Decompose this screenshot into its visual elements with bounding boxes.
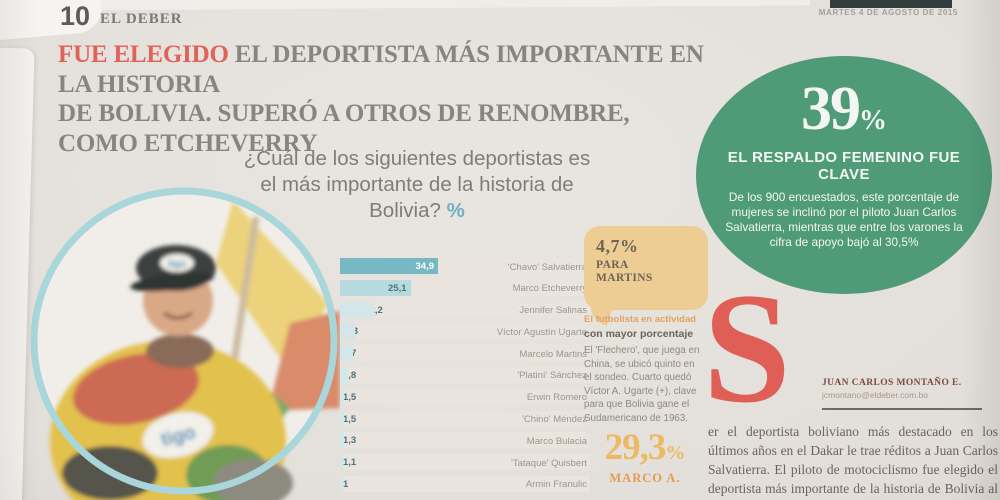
poll-category-label: 'Platiní' Sánchez — [517, 370, 587, 382]
poll-row: 1,5 'Chino' Méndez — [340, 410, 590, 427]
byline-author: JUAN CARLOS MONTAÑO E. — [822, 378, 962, 388]
poll-bar — [340, 432, 344, 449]
poll-value: 1 — [343, 478, 349, 490]
poll-unit: % — [446, 198, 465, 222]
poll-row: 5,3Víctor Agustín Ugarte — [340, 323, 590, 340]
poll-row: 25,1 Marco Etcheverry — [340, 279, 590, 296]
poll-bar — [340, 410, 345, 427]
poll-bar: 34,9 — [340, 258, 438, 274]
badge-value: 39 — [801, 75, 861, 143]
poll-category-label: Jennifer Salinas — [519, 305, 587, 317]
poll-question: ¿Cuál de los siguientes deportistas es e… — [242, 146, 592, 223]
stat-value: 29,3 — [604, 427, 667, 468]
poll-row: 4,7Marcelo Martins — [340, 345, 590, 362]
section-tab — [830, 0, 952, 8]
poll-bar — [340, 454, 344, 471]
poll-value: 25,1 — [388, 282, 407, 294]
cap-brim — [130, 272, 214, 292]
poll-category-label: Víctor Agustín Ugarte — [496, 326, 587, 338]
callout-value: 4,7% — [596, 236, 639, 256]
poll-category-label: Marco Etcheverry — [512, 283, 587, 295]
sidenote-highlight: El futbolista en actividad — [584, 314, 696, 325]
poll-category-label: 'Tataque' Quisbert — [511, 457, 587, 469]
badge-title: EL RESPALDO FEMENINO FUE CLAVE — [727, 149, 961, 184]
badge-body: De los 900 encuestados, este porcentaje … — [725, 189, 963, 250]
stat-unit: % — [665, 442, 686, 464]
poll-category-label: 'Chavo' Salvatierra — [507, 261, 587, 273]
byline-email: jcmontano@eldeber.com.bo — [822, 390, 928, 400]
poll-bar: 25,1 — [340, 279, 411, 296]
poll-row: 1,3 Marco Bulacia — [340, 432, 590, 449]
poll-category-label: Erwin Romero — [526, 392, 587, 404]
poll-row: 1 Armin Franulic — [340, 475, 590, 492]
neck-scarf — [146, 334, 214, 368]
poll-row: 2,8 'Platiní' Sánchez — [340, 366, 590, 383]
cap-logo-patch — [160, 254, 194, 272]
bottom-stat: 29,3% MARCO A. — [580, 426, 710, 486]
dateline: MARTES 4 DE AGOSTO DE 2015 — [818, 8, 958, 17]
poll-bar-chart: 34,9 'Chavo' Salvatierra 25,1 Marco Etcheve… — [340, 258, 590, 498]
poll-bar — [340, 475, 343, 492]
poll-category-label: 'Chino' Méndez — [522, 414, 587, 426]
article-body: er el deportista boliviano más destacado… — [708, 424, 998, 500]
callout-label: PARA MARTINS — [596, 259, 653, 285]
headline-line2: DE BOLIVIA. SUPERÓ A OTROS DE RENOMBRE, … — [58, 100, 630, 157]
cap-sponsor-logo: tigo — [168, 259, 186, 270]
poll-value: 1,5 — [343, 413, 357, 425]
headline-highlight: FUE ELEGIDO — [58, 41, 229, 68]
chest-logo-patch — [142, 411, 214, 459]
poll-row: 1,5 Erwin Romero — [340, 388, 590, 405]
sidenote-subtitle: con mayor porcentaje — [584, 328, 694, 341]
poll-bar — [340, 323, 355, 340]
callout-bubble: 4,7% PARA MARTINS — [584, 226, 708, 310]
poll-bar — [340, 388, 345, 405]
badge-unit: % — [859, 105, 887, 136]
headline: FUE ELEGIDO EL DEPORTISTA MÁS IMPORTANTE… — [58, 40, 713, 158]
smile — [163, 311, 193, 320]
poll-question-text: ¿Cuál de los siguientes deportistas es e… — [243, 147, 591, 222]
poll-category-label: Marcelo Martins — [519, 348, 587, 360]
headline-line1: EL DEPORTISTA MÁS IMPORTANTE EN LA HISTO… — [58, 41, 704, 98]
poll-row: 12,2Jennifer Salinas — [340, 301, 590, 318]
poll-category-label: Armin Franulic — [525, 479, 587, 491]
poll-bar — [340, 366, 348, 383]
page-number: 10 — [60, 1, 91, 31]
poll-value: 1,5 — [343, 391, 357, 403]
poll-bar — [340, 301, 375, 318]
sidenote-body: El 'Flechero', que juega en China, se ub… — [584, 345, 700, 424]
poll-value: 1,3 — [343, 435, 357, 447]
flag-red-stripe — [268, 311, 340, 411]
poll-row: 1,1 'Tataque' Quisbert — [340, 454, 590, 471]
handlebar — [213, 459, 293, 500]
green-stat-badge: 39% EL RESPALDO FEMENINO FUE CLAVE De lo… — [696, 56, 992, 294]
photo-ring — [30, 187, 338, 495]
article-byline: JUAN CARLOS MONTAÑO E. jcmontano@eldeber… — [822, 378, 982, 410]
sidenote-column: El futbolista en actividad con mayor por… — [584, 314, 704, 425]
poll-value: 34,9 — [415, 261, 435, 272]
poll-row: 34,9 'Chavo' Salvatierra — [340, 258, 590, 274]
stat-label: MARCO A. — [609, 471, 681, 485]
article-dropcap: S — [703, 261, 791, 436]
poll-category-label: Marco Bulacia — [526, 435, 587, 447]
poll-value: 1,1 — [343, 457, 357, 469]
poll-bar — [340, 345, 354, 362]
suit-red-patch — [73, 353, 199, 425]
athlete-photo: tigo tigo — [28, 183, 340, 500]
masthead: EL DEBER — [100, 11, 183, 27]
poll-value: 2,8 — [343, 369, 357, 381]
